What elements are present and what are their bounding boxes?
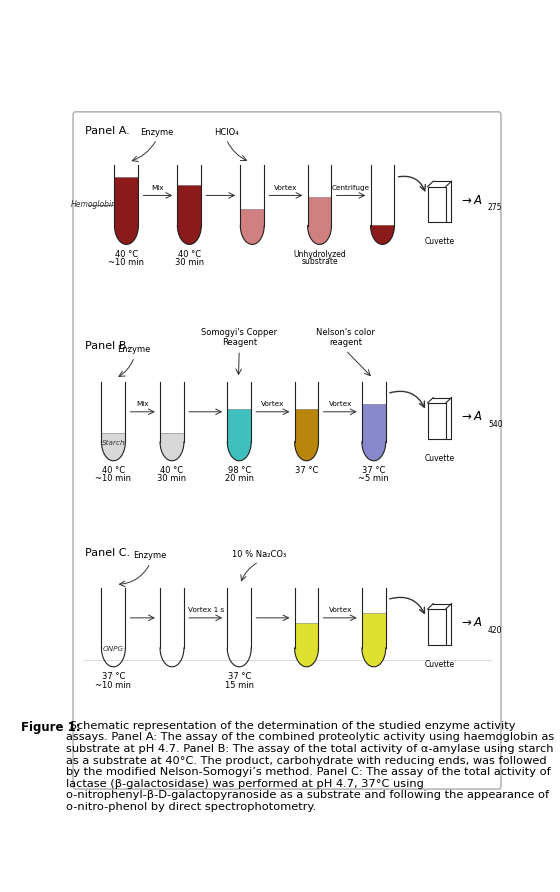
- Text: 40 °C: 40 °C: [160, 467, 184, 475]
- Polygon shape: [371, 226, 394, 244]
- Polygon shape: [362, 404, 386, 442]
- Polygon shape: [240, 226, 264, 244]
- Polygon shape: [295, 409, 319, 442]
- Text: substrate: substrate: [301, 258, 338, 267]
- Text: 37 °C: 37 °C: [362, 467, 385, 475]
- Polygon shape: [101, 434, 125, 442]
- Polygon shape: [428, 609, 446, 645]
- Text: 98 °C: 98 °C: [227, 467, 251, 475]
- Text: 40 °C: 40 °C: [178, 250, 201, 259]
- Text: Somogyi's Copper
Reagent: Somogyi's Copper Reagent: [201, 328, 277, 347]
- Polygon shape: [362, 442, 386, 461]
- Text: 37 °C: 37 °C: [295, 467, 318, 475]
- Text: Cuvette: Cuvette: [424, 454, 454, 463]
- Text: ~10 min: ~10 min: [109, 258, 144, 267]
- Polygon shape: [227, 409, 251, 442]
- Polygon shape: [178, 186, 201, 226]
- Text: 275: 275: [488, 203, 502, 212]
- Text: ~5 min: ~5 min: [358, 475, 389, 483]
- Text: Cuvette: Cuvette: [424, 660, 454, 669]
- Text: Figure 1:: Figure 1:: [21, 721, 81, 734]
- Polygon shape: [114, 226, 138, 244]
- Text: Vortex: Vortex: [329, 401, 352, 407]
- Polygon shape: [295, 442, 319, 461]
- Polygon shape: [362, 648, 386, 667]
- Text: Schematic representation of the determination of the studied enzyme activity ass: Schematic representation of the determin…: [66, 721, 554, 812]
- Text: ~10 min: ~10 min: [95, 475, 132, 483]
- Text: $\rightarrow A$: $\rightarrow A$: [459, 616, 483, 629]
- Text: HClO₄: HClO₄: [214, 128, 239, 136]
- Polygon shape: [295, 624, 319, 648]
- Text: $\rightarrow A$: $\rightarrow A$: [459, 194, 483, 207]
- Text: Vortex: Vortex: [274, 185, 297, 191]
- Text: Mix: Mix: [152, 185, 164, 191]
- Text: Starch: Starch: [101, 441, 125, 446]
- Text: 10 % Na₂CO₃: 10 % Na₂CO₃: [232, 550, 286, 559]
- Text: 37 °C: 37 °C: [102, 673, 125, 681]
- Text: Vortex: Vortex: [261, 401, 284, 407]
- Text: 15 min: 15 min: [225, 681, 254, 690]
- Polygon shape: [101, 442, 125, 461]
- Text: Panel C.: Panel C.: [85, 548, 130, 558]
- Polygon shape: [178, 226, 201, 244]
- Text: 37 °C: 37 °C: [227, 673, 251, 681]
- Text: Nelson's color
reagent: Nelson's color reagent: [316, 328, 375, 347]
- Text: 30 min: 30 min: [175, 258, 204, 267]
- Text: Enzyme: Enzyme: [140, 128, 174, 136]
- Text: Vortex: Vortex: [329, 607, 352, 613]
- Text: 540: 540: [488, 420, 502, 429]
- Text: 420: 420: [488, 626, 502, 635]
- Polygon shape: [160, 434, 184, 442]
- Polygon shape: [307, 226, 332, 244]
- Polygon shape: [114, 178, 138, 226]
- Text: Vortex 1 s: Vortex 1 s: [188, 607, 224, 613]
- Text: ONPG: ONPG: [103, 647, 124, 652]
- Text: Panel B.: Panel B.: [85, 341, 130, 351]
- Text: Centrifuge: Centrifuge: [332, 185, 370, 191]
- Text: Enzyme: Enzyme: [134, 551, 167, 560]
- Polygon shape: [307, 197, 332, 226]
- Text: 20 min: 20 min: [225, 475, 254, 483]
- Polygon shape: [227, 442, 251, 461]
- Text: 30 min: 30 min: [157, 475, 186, 483]
- Text: 40 °C: 40 °C: [102, 467, 125, 475]
- Polygon shape: [160, 442, 184, 461]
- Polygon shape: [295, 648, 319, 667]
- Polygon shape: [428, 186, 446, 222]
- Text: $\rightarrow A$: $\rightarrow A$: [459, 410, 483, 423]
- Text: 40 °C: 40 °C: [115, 250, 138, 259]
- Text: ~10 min: ~10 min: [95, 681, 132, 690]
- Text: Cuvette: Cuvette: [424, 237, 454, 246]
- Text: Enzyme: Enzyme: [118, 345, 151, 354]
- Text: Mix: Mix: [137, 401, 149, 407]
- Polygon shape: [240, 209, 264, 226]
- Text: Hemoglobin: Hemoglobin: [71, 201, 117, 210]
- FancyBboxPatch shape: [73, 112, 501, 789]
- Polygon shape: [362, 613, 386, 648]
- Text: Panel A.: Panel A.: [85, 127, 130, 136]
- Polygon shape: [428, 403, 446, 439]
- Text: Unhydrolyzed: Unhydrolyzed: [293, 250, 346, 259]
